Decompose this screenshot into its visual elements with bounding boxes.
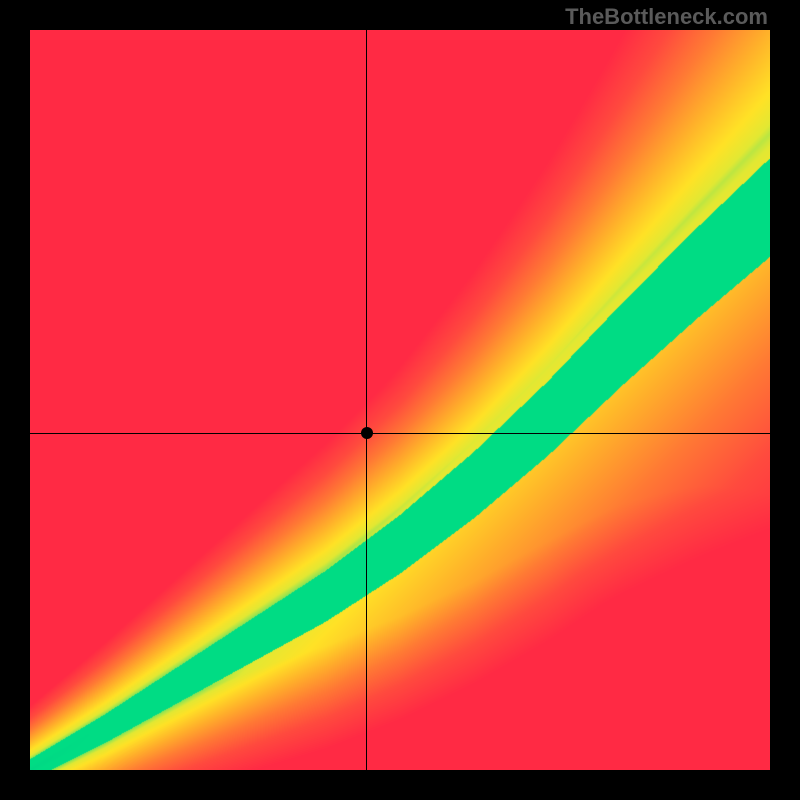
watermark-label: TheBottleneck.com [565, 4, 768, 30]
crosshair-marker [361, 427, 373, 439]
crosshair-horizontal [30, 433, 770, 434]
heatmap-canvas [30, 30, 770, 770]
plot-area [30, 30, 770, 770]
crosshair-vertical [366, 30, 367, 770]
